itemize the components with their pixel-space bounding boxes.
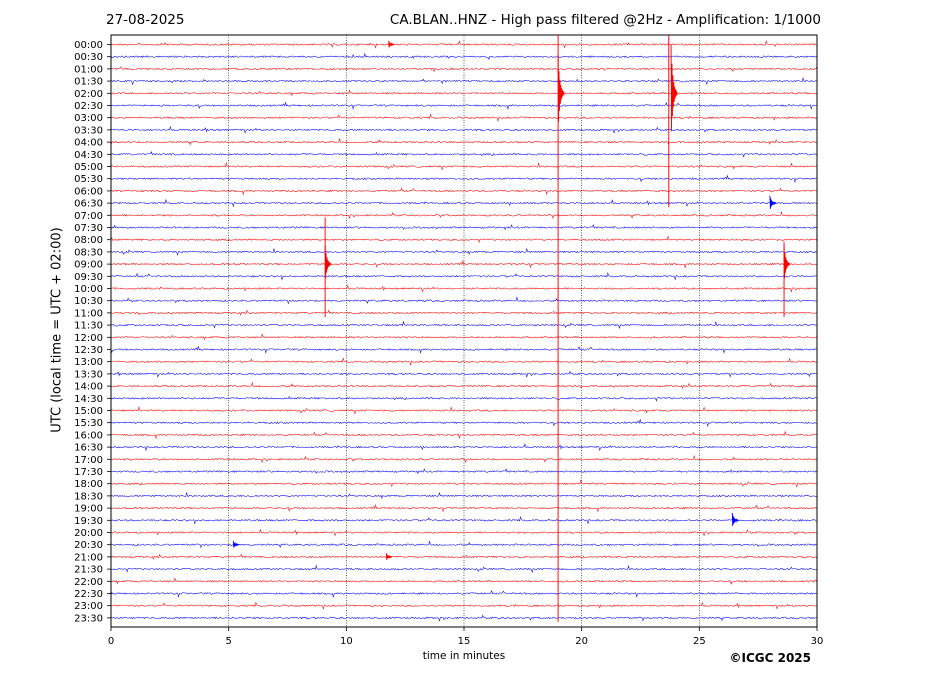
y-tick-label: 11:30 — [74, 321, 103, 332]
y-tick-label: 12:30 — [74, 345, 103, 356]
event-mark — [769, 195, 777, 209]
trace-1330 — [110, 370, 817, 378]
trace-0000 — [110, 40, 817, 49]
y-tick-label: 15:30 — [74, 418, 103, 429]
copyright-notice: ©ICGC 2025 — [729, 651, 811, 665]
event-mark — [731, 512, 739, 527]
y-tick-label: 13:00 — [74, 357, 103, 368]
event-mark — [557, 56, 565, 122]
y-tick-label: 06:30 — [74, 199, 103, 210]
trace-0100 — [110, 66, 817, 73]
y-tick-label: 15:00 — [74, 406, 103, 417]
y-tick-label: 07:30 — [74, 223, 103, 234]
y-tick-label: 19:30 — [74, 516, 103, 527]
trace-2100 — [110, 553, 817, 560]
y-tick-label: 02:00 — [74, 89, 103, 100]
y-tick-label: 22:30 — [74, 589, 103, 600]
event-mark — [324, 245, 332, 279]
y-tick-label: 20:30 — [74, 540, 103, 551]
y-tick-label: 20:00 — [74, 528, 103, 539]
y-tick-label: 08:00 — [74, 235, 103, 246]
y-tick-label: 04:30 — [74, 150, 103, 161]
y-tick-label: 03:00 — [74, 113, 103, 124]
y-tick-label: 06:00 — [74, 186, 103, 197]
trace-1230 — [110, 345, 817, 354]
trace-0530 — [110, 174, 817, 184]
y-tick-label: 01:00 — [74, 64, 103, 75]
y-tick-label: 12:00 — [74, 333, 103, 344]
y-tick-label: 00:00 — [74, 40, 103, 51]
trace-2130 — [110, 564, 817, 574]
trace-1400 — [110, 381, 817, 389]
y-tick-label: 22:00 — [74, 577, 103, 588]
trace-0500 — [111, 162, 817, 171]
y-tick-label: 05:30 — [74, 174, 103, 185]
y-tick-label: 23:00 — [74, 601, 103, 612]
x-tick-label: 20 — [575, 636, 588, 647]
y-tick-label: 05:00 — [74, 162, 103, 173]
y-tick-label: 23:30 — [74, 613, 103, 624]
y-tick-label: 14:30 — [74, 394, 103, 405]
y-tick-label: 21:30 — [74, 565, 103, 576]
plot-date: 27-08-2025 — [106, 12, 185, 28]
trace-0800 — [110, 235, 817, 244]
y-tick-label: 04:00 — [74, 138, 103, 149]
x-tick-label: 10 — [340, 636, 353, 647]
x-axis-label: time in minutes — [422, 650, 506, 662]
trace-1200 — [110, 333, 817, 341]
y-tick-label: 13:30 — [74, 369, 103, 380]
y-tick-label: 03:30 — [74, 125, 103, 136]
trace-0830 — [110, 247, 817, 256]
trace-1300 — [110, 357, 817, 366]
y-tick-label: 10:00 — [74, 284, 103, 295]
x-tick-label: 25 — [693, 636, 706, 647]
y-tick-label: 00:30 — [74, 52, 103, 63]
y-tick-label: 17:30 — [74, 467, 103, 478]
y-tick-label: 02:30 — [74, 101, 103, 112]
y-tick-label: 17:00 — [74, 455, 103, 466]
trace-0030 — [110, 52, 817, 61]
x-tick-label: 0 — [108, 636, 114, 647]
trace-1730 — [110, 468, 817, 475]
y-tick-label: 01:30 — [74, 77, 103, 88]
y-tick-label: 18:30 — [74, 491, 103, 502]
x-tick-label: 30 — [811, 636, 824, 647]
x-tick-label: 15 — [458, 636, 471, 647]
y-tick-label: 10:30 — [74, 296, 103, 307]
event-mark — [388, 40, 395, 48]
y-tick-label: 18:00 — [74, 479, 103, 490]
event-mark — [670, 44, 678, 132]
trace-0230 — [110, 101, 817, 110]
trace-2030 — [110, 540, 817, 549]
plot-title: CA.BLAN..HNZ - High pass filtered @2Hz -… — [389, 12, 821, 28]
event-mark — [385, 553, 393, 560]
y-tick-label: 09:00 — [74, 260, 103, 271]
trace-1800 — [110, 479, 817, 488]
x-tick-label: 5 — [225, 636, 231, 647]
event-mark — [232, 540, 240, 548]
y-tick-label: 11:00 — [74, 308, 103, 319]
event-mark — [783, 245, 791, 279]
y-tick-label: 19:00 — [74, 504, 103, 515]
trace-1100 — [110, 309, 817, 316]
y-tick-label: 16:00 — [74, 430, 103, 441]
trace-0400 — [110, 137, 817, 146]
y-tick-label: 08:30 — [74, 247, 103, 258]
y-tick-label: 07:00 — [74, 211, 103, 222]
trace-0900 — [110, 260, 817, 269]
y-tick-label: 14:00 — [74, 382, 103, 393]
trace-1700 — [110, 454, 817, 463]
y-tick-label: 21:00 — [74, 552, 103, 563]
trace-0930 — [110, 272, 817, 281]
trace-0430 — [110, 150, 817, 158]
y-tick-label: 09:30 — [74, 272, 103, 283]
y-tick-label: 16:30 — [74, 443, 103, 454]
